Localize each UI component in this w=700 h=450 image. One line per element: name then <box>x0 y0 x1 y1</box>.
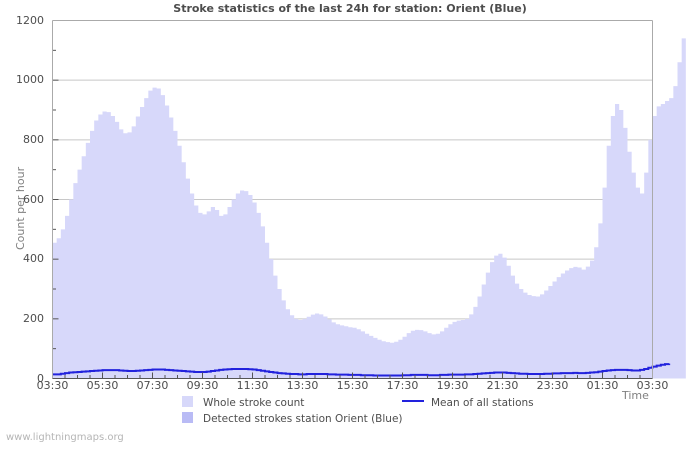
page-title: Stroke statistics of the last 24h for st… <box>173 2 527 15</box>
watermark-attribution: www.lightningmaps.org <box>6 432 124 443</box>
x-tick-label-0: 03:30 <box>36 379 69 392</box>
legend-item-mean-of-all-stations[interactable]: Mean of all stations <box>402 396 534 410</box>
legend-item-whole-stroke-count[interactable]: Whole stroke count <box>182 396 304 410</box>
x-tick-label-7: 17:30 <box>386 379 419 392</box>
legend-item-label: Detected strokes station Orient (Blue) <box>203 413 403 425</box>
x-tick-label-3: 09:30 <box>186 379 219 392</box>
x-tick-label-1: 05:30 <box>86 379 119 392</box>
legend-item-label: Whole stroke count <box>203 397 305 409</box>
x-tick-label-5: 13:30 <box>286 379 319 392</box>
y-tick-label-400: 400 <box>23 252 44 266</box>
y-tick-label-800: 800 <box>23 132 44 146</box>
x-tick-label-9: 21:30 <box>486 379 519 392</box>
x-tick-label-11: 01:30 <box>586 379 619 392</box>
legend-item-label: Mean of all stations <box>431 397 534 409</box>
line-series-group <box>52 363 671 377</box>
area-series-group <box>52 29 686 379</box>
x-tick-label-12: 03:30 <box>636 379 669 392</box>
legend-swatch-icon <box>182 396 193 407</box>
y-tick-label-1200: 1200 <box>16 13 44 27</box>
x-tick-label-8: 19:30 <box>436 379 469 392</box>
x-tick-label-4: 11:30 <box>236 379 269 392</box>
x-tick-label-10: 23:30 <box>536 379 569 392</box>
line-series-mean <box>52 363 671 377</box>
legend-line-icon <box>402 400 424 402</box>
y-tick-label-600: 600 <box>23 192 44 206</box>
area-series-0 <box>52 29 686 379</box>
legend-swatch-icon <box>182 412 193 423</box>
legend-item-detected-strokes-station[interactable]: Detected strokes station Orient (Blue) <box>182 412 403 426</box>
chart-legend: Whole stroke count Detected strokes stat… <box>0 394 700 428</box>
x-axis-title: Time <box>622 389 649 402</box>
x-tick-label-2: 07:30 <box>136 379 169 392</box>
y-tick-label-0: 0 <box>37 371 44 385</box>
x-tick-label-6: 15:30 <box>336 379 369 392</box>
y-tick-label-1000: 1000 <box>16 73 44 87</box>
y-tick-label-200: 200 <box>23 311 44 325</box>
plot-frame <box>52 20 653 379</box>
